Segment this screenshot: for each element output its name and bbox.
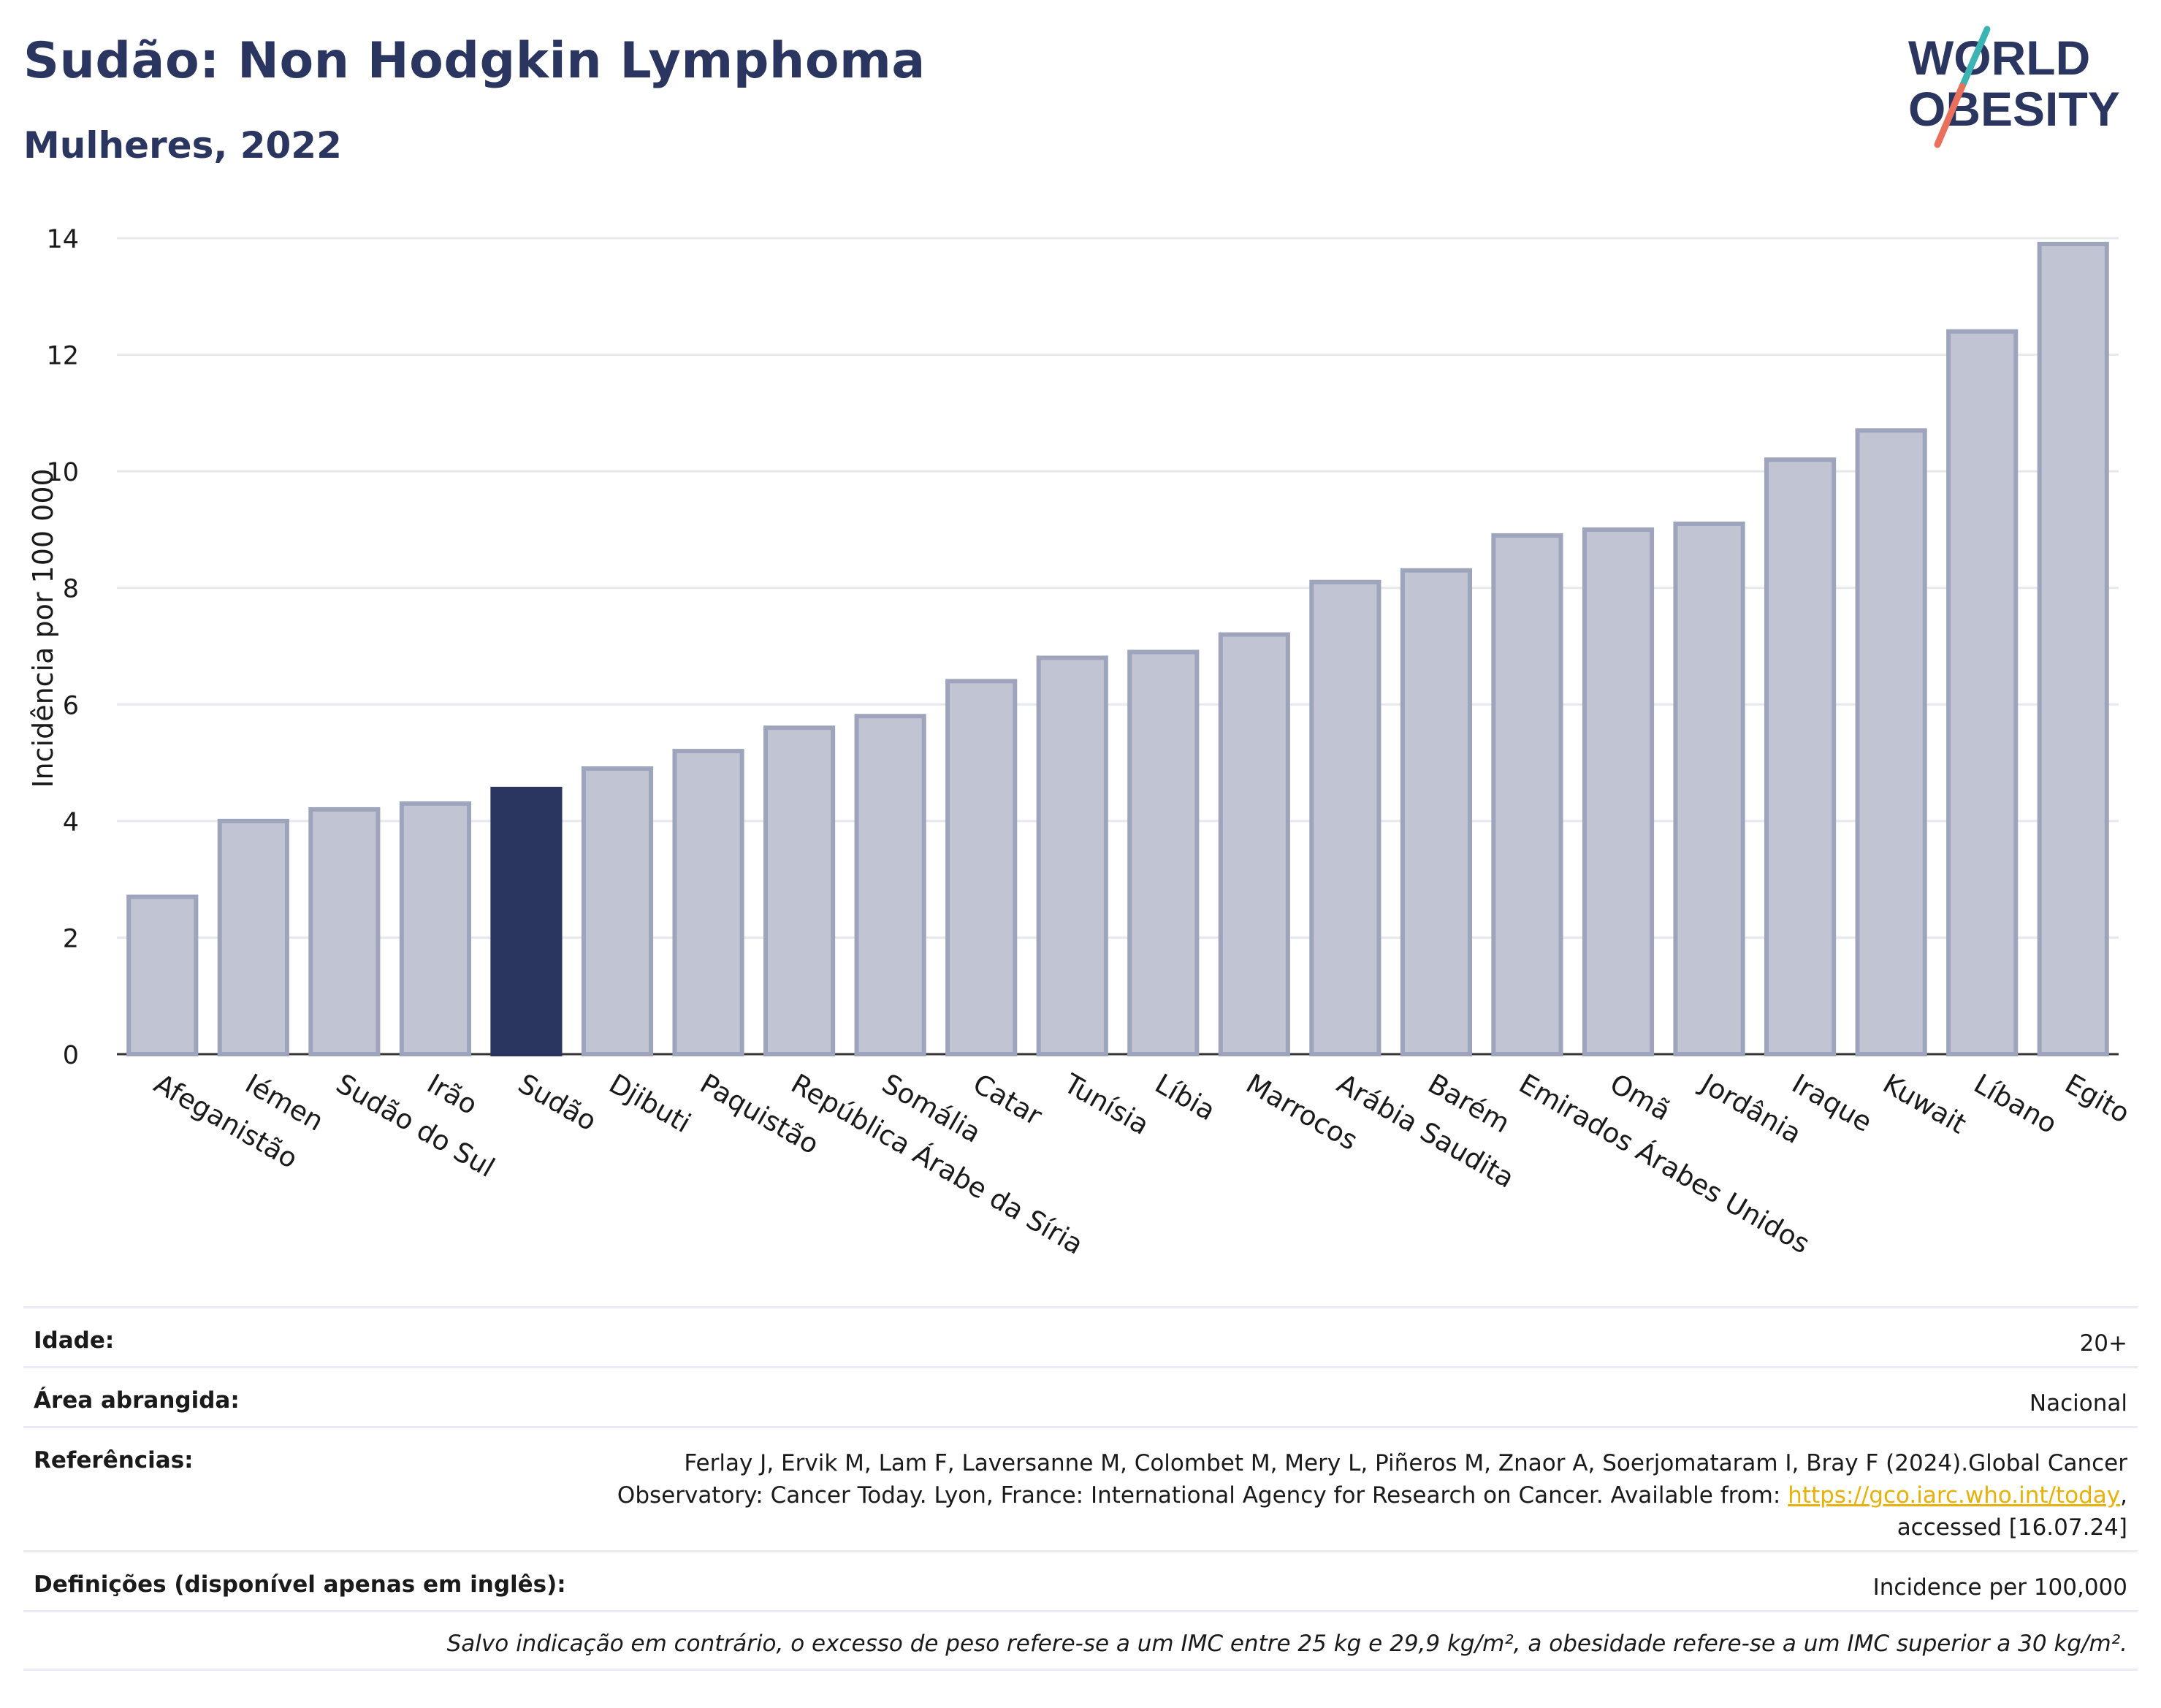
bar-afeganistão (126, 894, 199, 1056)
y-tick-label: 4 (63, 808, 79, 837)
chart-title: Sudão: Non Hodgkin Lymphoma (23, 32, 926, 90)
bar-arábia-saudita (1309, 579, 1381, 1056)
reference-line-1: Ferlay J, Ervik M, Lam F, Laversanne M, … (684, 1450, 2127, 1476)
age-value: 20+ (2079, 1330, 2127, 1357)
definitions-label: Definições (disponível apenas em inglês)… (34, 1571, 566, 1598)
bar-iraque (1764, 457, 1837, 1056)
info-row-references: Referências: Ferlay J, Ervik M, Lam F, L… (23, 1426, 2138, 1551)
bar-irão (399, 801, 471, 1057)
y-tick-label: 10 (46, 458, 79, 487)
info-row-age: Idade: 20+ (23, 1306, 2138, 1367)
y-axis-label: Incidência por 100 000 (27, 468, 59, 788)
bars (126, 241, 2109, 1057)
x-tick-label: Sudão (513, 1068, 602, 1137)
bar-somália (854, 714, 926, 1056)
reference-comma: , (2120, 1482, 2127, 1509)
bar-kuwait (1855, 428, 1927, 1056)
x-tick-label: Egito (2059, 1068, 2135, 1129)
bar-emirados-árabes-unidos (1491, 533, 1563, 1056)
x-tick-label: Líbia (1150, 1068, 1221, 1127)
bar-djibuti (581, 766, 654, 1056)
world-obesity-logo: WORLD OBESITY (1908, 26, 2120, 148)
reference-line-3: accessed [16.07.24] (1897, 1514, 2127, 1541)
logo-slash-coral (1934, 83, 1966, 148)
bar-paquistão (672, 749, 744, 1056)
reference-line-2: Observatory: Cancer Today. Lyon, France:… (593, 1479, 2127, 1511)
area-label: Área abrangida: (34, 1387, 240, 1414)
y-tick-label: 2 (63, 924, 79, 953)
y-tick-label: 0 (63, 1041, 79, 1070)
age-label: Idade: (34, 1327, 115, 1354)
references-label: Referências: (34, 1447, 194, 1473)
x-tick-label: Tunísia (1058, 1067, 1154, 1141)
y-tick-label: 12 (46, 342, 79, 371)
logo-slash-teal (1959, 26, 1991, 90)
reference-link[interactable]: https://gco.iarc.who.int/today (1788, 1482, 2121, 1509)
bar-iémen (217, 818, 289, 1056)
chart-subtitle: Mulheres, 2022 (23, 124, 342, 167)
x-tick-label: Djibuti (604, 1068, 696, 1140)
references-value: Ferlay J, Ervik M, Lam F, Laversanne M, … (593, 1447, 2127, 1544)
logo-word-obesity: OBESITY (1908, 82, 2120, 136)
bar-barém (1400, 568, 1472, 1056)
bar-sudão (490, 786, 563, 1056)
y-axis-ticks: 0 2 4 6 8 10 12 14 (46, 225, 79, 1070)
y-tick-label: 14 (46, 225, 79, 254)
bottom-divider (23, 1669, 2138, 1671)
bar-jordânia (1673, 521, 1745, 1056)
definitions-value: Incidence per 100,000 (1872, 1574, 2127, 1601)
bar-omã (1582, 527, 1655, 1056)
x-tick-label: Jordânia (1694, 1067, 1807, 1151)
footnote: Salvo indicação em contrário, o excesso … (446, 1631, 2127, 1657)
info-row-area: Área abrangida: Nacional (23, 1366, 2138, 1427)
info-row-definitions: Definições (disponível apenas em inglês)… (23, 1550, 2138, 1611)
x-tick-label: Sudão do Sul (331, 1068, 500, 1184)
logo-word-world: WORLD (1908, 31, 2090, 85)
reference-text: Observatory: Cancer Today. Lyon, France:… (617, 1482, 1781, 1509)
bar-líbano (1946, 329, 2019, 1056)
area-value: Nacional (2029, 1390, 2127, 1417)
bar-catar (945, 679, 1018, 1056)
bar-república-árabe-da-síria (763, 725, 836, 1056)
x-tick-label: Kuwait (1878, 1068, 1972, 1140)
x-tick-label: Irão (422, 1068, 482, 1121)
y-tick-label: 8 (63, 575, 79, 604)
bar-sudão-do-sul (308, 807, 381, 1057)
info-divider (23, 1610, 2138, 1614)
bar-líbia (1127, 649, 1200, 1056)
bar-egito (2037, 241, 2109, 1057)
y-tick-label: 6 (63, 691, 79, 720)
bar-marrocos (1218, 632, 1290, 1056)
bar-tunísia (1036, 655, 1108, 1056)
x-tick-label: Líbano (1969, 1068, 2062, 1140)
